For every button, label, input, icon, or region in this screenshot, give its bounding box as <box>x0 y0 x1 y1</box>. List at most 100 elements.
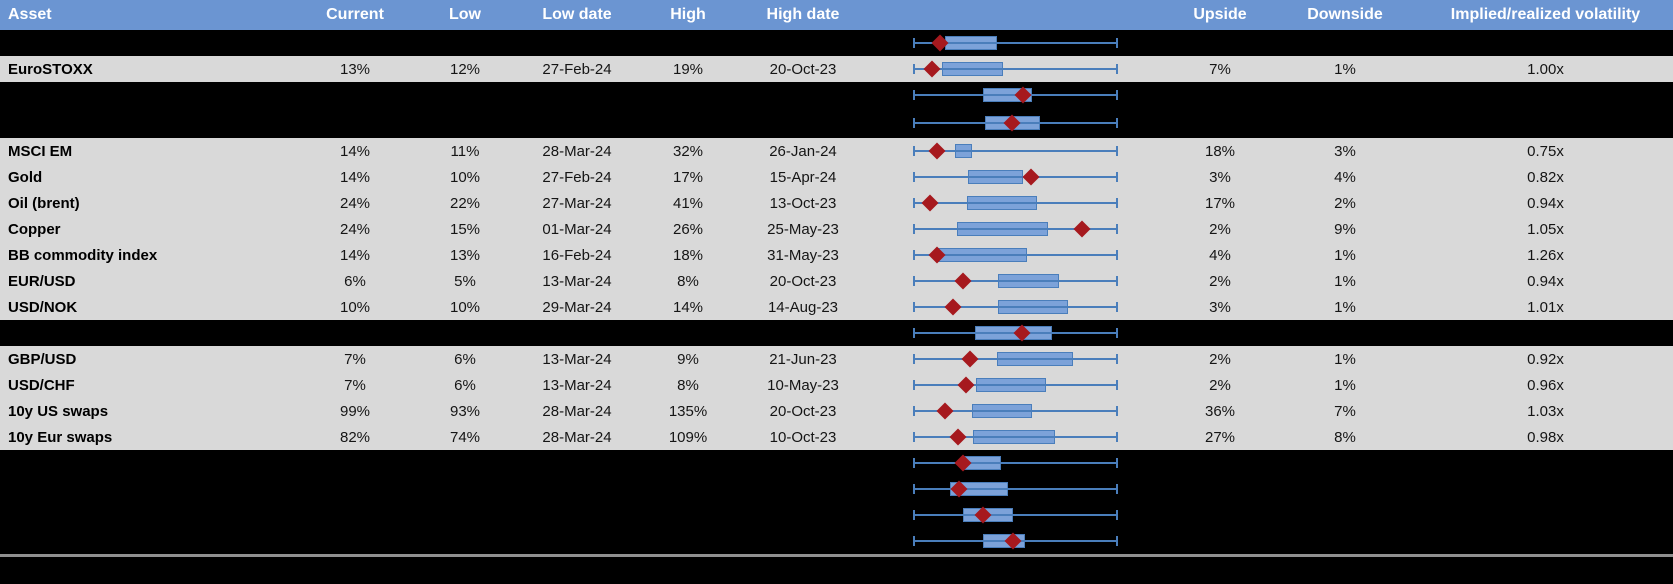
impl-real-cell: 0.82x <box>1527 168 1564 186</box>
high-date-cell: 25-May-23 <box>767 220 839 238</box>
low-date-cell: 13-Mar-24 <box>542 376 612 394</box>
low-cell: 10% <box>449 298 481 316</box>
whisker-cap-left <box>913 536 915 546</box>
upside-cell: 2% <box>1209 350 1231 368</box>
whisker-cap-left <box>913 276 915 286</box>
whisker-cap-left <box>913 118 915 128</box>
whisker-line <box>913 202 1118 204</box>
downside-cell: 1% <box>1334 376 1356 394</box>
asset-cell <box>0 108 300 138</box>
current-cell: 82% <box>339 428 371 446</box>
range-boxplot <box>913 346 1118 372</box>
asset-cell: GBP/USD <box>8 350 77 368</box>
impl-real-cell: 1.01x <box>1527 298 1564 316</box>
col-header-range-chart <box>864 0 1168 30</box>
low-cell <box>410 320 520 346</box>
impl-real-cell: 0.92x <box>1527 350 1564 368</box>
current-marker-diamond-icon <box>921 194 939 212</box>
high-cell: 8% <box>677 272 699 290</box>
asset-row: BB commodity index 14% 13% 16-Feb-24 18% 31-M… <box>0 242 1673 268</box>
upside-cell <box>1168 82 1272 108</box>
asset-row: Copper 24% 15% 01-Mar-24 26% 25-May-23 2% 9% 1.0… <box>0 216 1673 242</box>
upside-cell <box>1168 476 1272 502</box>
downside-cell <box>1272 320 1418 346</box>
high-cell <box>634 528 742 554</box>
asset-row: MSCI EM 14% 11% 28-Mar-24 32% 26-Jan-24 18% 3% 0… <box>0 138 1673 164</box>
low-cell: 13% <box>449 246 481 264</box>
current-cell: 14% <box>339 142 371 160</box>
high-cell: 8% <box>677 376 699 394</box>
range-boxplot <box>913 372 1118 398</box>
current-cell: 14% <box>339 246 371 264</box>
range-boxplot <box>913 190 1118 216</box>
current-cell <box>300 450 410 476</box>
hidden-row <box>0 30 1673 56</box>
col-header-high-date: High date <box>766 6 840 23</box>
high-date-cell: 13-Oct-23 <box>769 194 837 212</box>
low-cell: 12% <box>449 60 481 78</box>
upside-cell: 36% <box>1204 402 1236 420</box>
current-marker-diamond-icon <box>936 402 954 420</box>
impl-real-cell <box>1418 476 1673 502</box>
whisker-cap-left <box>913 198 915 208</box>
col-header-high: High <box>670 6 706 23</box>
high-cell: 14% <box>672 298 704 316</box>
current-cell: 24% <box>339 194 371 212</box>
downside-cell <box>1272 82 1418 108</box>
low-date-cell: 27-Mar-24 <box>542 194 612 212</box>
range-boxplot <box>913 56 1118 82</box>
whisker-cap-left <box>913 354 915 364</box>
whisker-cap-right <box>1116 380 1118 390</box>
high-cell: 9% <box>677 350 699 368</box>
range-boxplot <box>913 242 1118 268</box>
range-chart-cell <box>864 56 1168 82</box>
whisker-cap-right <box>1116 354 1118 364</box>
low-date-cell: 29-Mar-24 <box>542 298 612 316</box>
range-chart-cell <box>864 424 1168 450</box>
impl-real-cell: 0.94x <box>1527 194 1564 212</box>
range-chart-cell <box>864 320 1168 346</box>
upside-cell: 2% <box>1209 376 1231 394</box>
low-date-cell: 28-Mar-24 <box>542 402 612 420</box>
high-date-cell: 15-Apr-24 <box>769 168 837 186</box>
current-marker-diamond-icon <box>949 428 967 446</box>
whisker-cap-right <box>1116 328 1118 338</box>
upside-cell <box>1168 320 1272 346</box>
range-boxplot <box>913 108 1118 138</box>
asset-cell <box>0 450 300 476</box>
whisker-cap-left <box>913 328 915 338</box>
asset-cell <box>0 320 300 346</box>
range-chart-cell <box>864 242 1168 268</box>
upside-cell: 27% <box>1204 428 1236 446</box>
current-cell: 10% <box>339 298 371 316</box>
range-boxplot <box>913 502 1118 528</box>
low-cell: 22% <box>449 194 481 212</box>
hidden-row <box>0 82 1673 108</box>
low-cell: 10% <box>449 168 481 186</box>
hidden-row <box>0 450 1673 476</box>
asset-cell: USD/CHF <box>8 376 75 394</box>
col-header-upside: Upside <box>1193 6 1247 23</box>
high-date-cell <box>742 450 864 476</box>
downside-cell: 1% <box>1334 350 1356 368</box>
high-date-cell <box>742 528 864 554</box>
upside-cell: 18% <box>1204 142 1236 160</box>
high-date-cell: 10-May-23 <box>767 376 839 394</box>
col-header-asset: Asset <box>8 6 52 23</box>
whisker-cap-left <box>913 64 915 74</box>
high-cell <box>634 476 742 502</box>
hidden-row <box>0 476 1673 502</box>
range-chart-cell <box>864 502 1168 528</box>
low-cell <box>410 30 520 56</box>
range-chart-cell <box>864 82 1168 108</box>
low-date-cell <box>520 320 634 346</box>
whisker-line <box>913 488 1118 490</box>
low-date-cell <box>520 108 634 138</box>
current-cell: 7% <box>344 376 366 394</box>
low-cell: 74% <box>449 428 481 446</box>
range-chart-cell <box>864 450 1168 476</box>
downside-cell: 8% <box>1334 428 1356 446</box>
upside-cell: 3% <box>1209 168 1231 186</box>
upside-cell <box>1168 502 1272 528</box>
current-marker-diamond-icon <box>961 350 979 368</box>
